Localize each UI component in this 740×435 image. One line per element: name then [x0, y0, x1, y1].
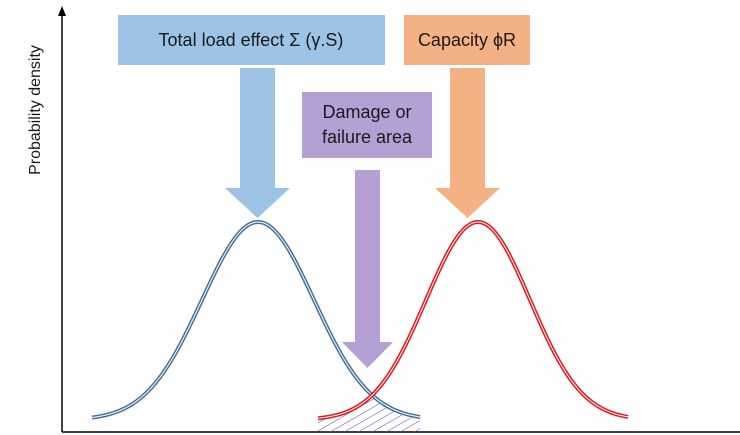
load-arrow — [225, 68, 290, 218]
damage-label: failure area — [322, 127, 413, 147]
y-axis-label: Probability density — [27, 45, 44, 175]
load-box — [118, 15, 385, 65]
load-label: Total load effect Σ (γ.S) — [159, 30, 344, 50]
damage-arrow — [342, 170, 393, 368]
capacity-label: Capacity ϕR — [418, 30, 516, 50]
y-axis-arrow — [58, 6, 66, 16]
capacity-arrow — [435, 68, 500, 218]
capacity-box — [404, 15, 530, 65]
damage-box — [302, 92, 432, 158]
capacity-curve-inner — [317, 221, 629, 419]
damage-label: Damage or — [322, 102, 411, 122]
load-curve-inner — [91, 221, 421, 419]
